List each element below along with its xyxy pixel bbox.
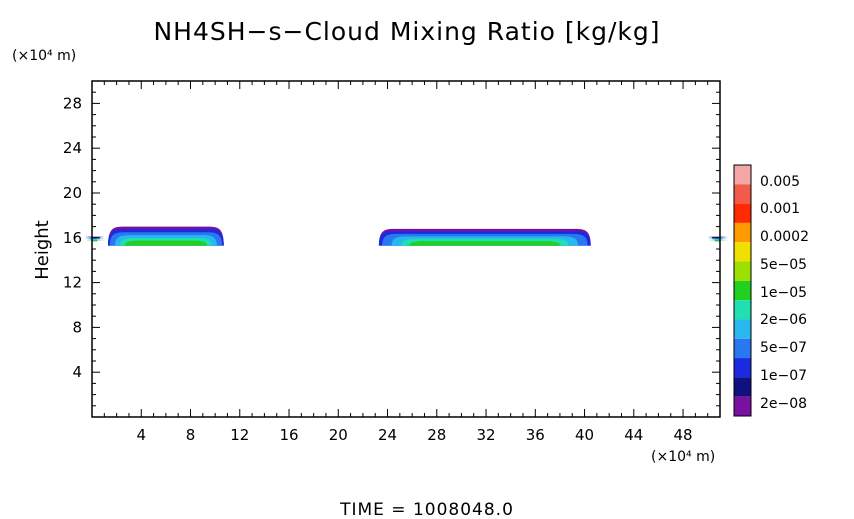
colorbar-swatch (734, 184, 751, 204)
colorbar-swatch (734, 358, 751, 378)
x-tick-label: 28 (427, 426, 446, 444)
x-tick-label: 20 (329, 426, 348, 444)
colorbar-swatch (734, 222, 751, 243)
x-tick-label: 24 (378, 426, 397, 444)
colorbar-swatch (734, 165, 751, 185)
colorbar-label: 2e−06 (760, 312, 807, 328)
colorbar-label: 5e−07 (760, 340, 807, 356)
x-tick-label: 44 (624, 426, 643, 444)
y-tick-label: 12 (63, 274, 82, 292)
colorbar-frame (733, 164, 752, 417)
colorbar-label: 5e−05 (760, 257, 807, 273)
x-tick-label: 40 (575, 426, 594, 444)
plot-frame (91, 80, 721, 418)
y-axis-unit: (×10⁴ m) (12, 48, 76, 64)
colorbar-swatch (734, 280, 751, 301)
y-tick-label: 20 (63, 184, 82, 202)
x-tick-label: 48 (674, 426, 693, 444)
colorbar-label: 0.0002 (760, 229, 809, 245)
colorbar-swatch (734, 377, 751, 397)
colorbar-label: 1e−07 (760, 368, 807, 384)
x-axis-unit: (×10⁴ m) (651, 449, 715, 465)
y-tick-label: 8 (72, 318, 82, 336)
y-tick-label: 24 (63, 139, 82, 157)
colorbar-swatch (734, 242, 751, 262)
y-tick-label: 4 (72, 363, 82, 381)
colorbar-label: 0.001 (760, 201, 800, 217)
cloud-band (409, 241, 561, 246)
colorbar-label: 2e−08 (760, 396, 807, 412)
colorbar-swatch (734, 319, 751, 339)
cloud-layer (80, 226, 732, 246)
x-tick-label: 12 (230, 426, 249, 444)
colorbar-swatch (734, 300, 751, 320)
colorbar-swatch (734, 261, 751, 281)
x-tick-label: 36 (526, 426, 545, 444)
colorbar: 0.005 0.001 0.0002 5e−05 1e−05 2e−06 5e−07 1e−0… (733, 164, 809, 417)
x-tick-label: 32 (476, 426, 495, 444)
y-tick-label: 16 (63, 229, 82, 247)
chart-title: NH4SH−s−Cloud Mixing Ratio [kg/kg] (153, 17, 660, 46)
colorbar-swatch (734, 396, 751, 416)
x-tick-label: 16 (279, 426, 298, 444)
colorbar-label: 0.005 (760, 174, 800, 190)
x-tick-label: 4 (136, 426, 146, 444)
cloud-band (80, 239, 109, 242)
y-axis-label: Height (32, 220, 53, 280)
time-footer: TIME = 1008048.0 (339, 500, 514, 519)
x-tick-label: 8 (186, 426, 196, 444)
cloud-band (703, 239, 732, 242)
colorbar-swatch (734, 203, 751, 223)
colorbar-label: 1e−05 (760, 285, 807, 301)
colorbar-swatch (734, 338, 751, 359)
cloud-band (124, 240, 208, 246)
y-tick-label: 28 (63, 94, 82, 112)
